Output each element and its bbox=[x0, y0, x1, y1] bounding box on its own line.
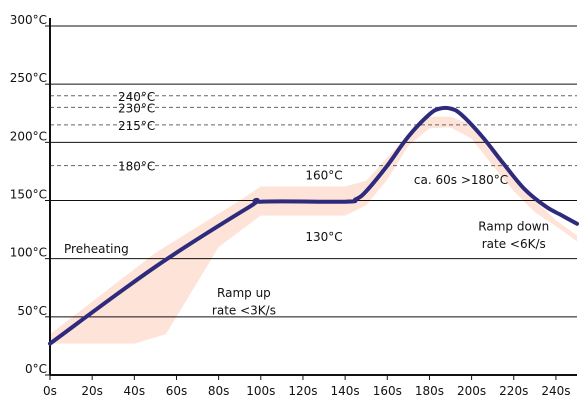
x-tick-label: 40s bbox=[124, 384, 146, 398]
tolerance-band-layer bbox=[50, 116, 577, 344]
y-tick-label: 0°C bbox=[25, 362, 47, 376]
x-tick-label: 220s bbox=[499, 384, 528, 398]
x-tick-label: 180s bbox=[415, 384, 444, 398]
x-tick-label: 140s bbox=[331, 384, 360, 398]
x-tick-label: 20s bbox=[81, 384, 103, 398]
y-tick-label: 200°C bbox=[10, 129, 47, 143]
y-tick-label: 250°C bbox=[10, 71, 47, 85]
x-tick-label: 200s bbox=[457, 384, 486, 398]
y-tick-label: 150°C bbox=[10, 188, 47, 202]
annotations-layer: 160°C 130°C ca. 60s >180°C Preheating Ramp u… bbox=[64, 169, 549, 318]
annotation-label: Ramp down bbox=[478, 220, 549, 234]
y-tick-label: 300°C bbox=[10, 13, 47, 27]
annotation-label: Preheating bbox=[64, 242, 129, 256]
reference-line-label: 240°C bbox=[118, 90, 155, 104]
x-tick-label: 240s bbox=[541, 384, 570, 398]
reference-line-label: 180°C bbox=[118, 160, 155, 174]
x-tick-label: 60s bbox=[166, 384, 188, 398]
tolerance-band bbox=[50, 116, 577, 344]
reference-line-label: 215°C bbox=[118, 119, 155, 133]
annotation-label: Ramp up bbox=[217, 286, 271, 300]
y-tick-label: 100°C bbox=[10, 246, 47, 260]
series-layer bbox=[48, 105, 579, 346]
reference-line-label: 230°C bbox=[118, 101, 155, 115]
annotation-label: rate <3K/s bbox=[212, 304, 276, 318]
axes-layer: 0°C 50°C 100°C 150°C 200°C 250°C 300°C 0s 20s 40s… bbox=[10, 13, 577, 398]
x-tick-label: 0s bbox=[43, 384, 57, 398]
annotation-label: ca. 60s >180°C bbox=[414, 173, 508, 187]
x-tick-label: 120s bbox=[288, 384, 317, 398]
x-tick-label: 80s bbox=[208, 384, 230, 398]
x-tick-label: 160s bbox=[373, 384, 402, 398]
annotation-label: rate <6K/s bbox=[482, 237, 546, 251]
x-tick-label: 100s bbox=[246, 384, 275, 398]
annotation-label: 160°C bbox=[305, 169, 342, 183]
annotation-label: 130°C bbox=[305, 230, 342, 244]
temperature-profile-line bbox=[48, 105, 579, 346]
y-tick-label: 50°C bbox=[17, 304, 47, 318]
